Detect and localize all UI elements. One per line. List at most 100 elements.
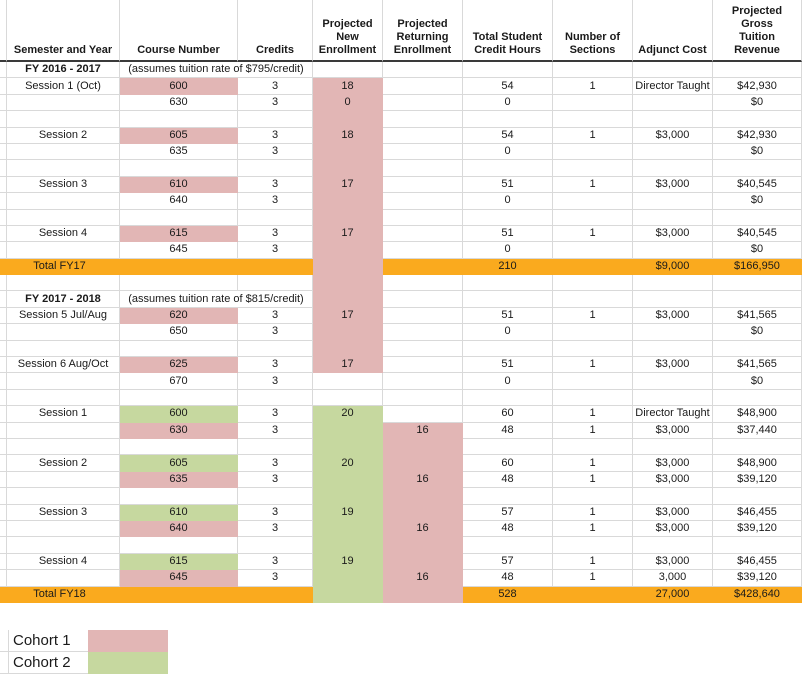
- cell-course-number[interactable]: 605: [120, 455, 238, 472]
- cell-new-enrollment[interactable]: [313, 291, 383, 308]
- cell-credits[interactable]: [238, 160, 313, 177]
- cell-sections[interactable]: [553, 488, 633, 505]
- cell-adjunct-cost[interactable]: $9,000: [633, 258, 713, 276]
- cell-credits[interactable]: 3: [238, 553, 313, 571]
- cell-course-number[interactable]: 610: [120, 176, 238, 194]
- cell-fy-label[interactable]: FY 2017 - 2018: [7, 291, 120, 308]
- cell-sections[interactable]: 1: [553, 357, 633, 374]
- cell-credits[interactable]: 3: [238, 94, 313, 112]
- cell-sections[interactable]: [553, 193, 633, 210]
- cell-course-number[interactable]: 600: [120, 406, 238, 423]
- cell-gutter[interactable]: [0, 62, 7, 79]
- cell-session-label[interactable]: [7, 373, 120, 390]
- cell-gutter[interactable]: [0, 537, 7, 554]
- cell-credit-hours[interactable]: [463, 160, 553, 177]
- cell-new-enrollment[interactable]: [313, 143, 383, 161]
- cell-session-label[interactable]: [7, 570, 120, 587]
- cell-session-label[interactable]: [7, 422, 120, 439]
- cell-adjunct-cost[interactable]: $3,000: [633, 225, 713, 243]
- cell-adjunct-cost[interactable]: $3,000: [633, 455, 713, 472]
- cell-adjunct-cost[interactable]: [633, 160, 713, 177]
- cell-revenue[interactable]: $0: [713, 193, 802, 210]
- cell-credits[interactable]: 3: [238, 307, 313, 325]
- cell-new-enrollment[interactable]: [313, 520, 383, 538]
- cell-new-enrollment[interactable]: [313, 111, 383, 128]
- cell-gutter[interactable]: [0, 111, 7, 128]
- cell-gutter[interactable]: [0, 471, 7, 489]
- cell-session-label[interactable]: Session 3: [7, 504, 120, 521]
- cell-revenue[interactable]: $42,930: [713, 127, 802, 144]
- cell-course-number[interactable]: [120, 209, 238, 226]
- cell-credit-hours[interactable]: 51: [463, 176, 553, 194]
- cell-adjunct-cost[interactable]: $3,000: [633, 504, 713, 521]
- cell-revenue[interactable]: [713, 488, 802, 505]
- cell-gutter[interactable]: [0, 143, 7, 161]
- cell-revenue[interactable]: [713, 340, 802, 358]
- cell-revenue[interactable]: $39,120: [713, 520, 802, 538]
- cell-adjunct-cost[interactable]: Director Taught: [633, 406, 713, 423]
- cell-credit-hours[interactable]: [463, 488, 553, 505]
- cell-session-label[interactable]: [7, 242, 120, 259]
- cell-revenue[interactable]: $0: [713, 242, 802, 259]
- cell-revenue[interactable]: $41,565: [713, 307, 802, 325]
- cell-sections[interactable]: [553, 209, 633, 226]
- col-header-adjunct-cost[interactable]: Adjunct Cost: [633, 0, 713, 62]
- cell-gutter[interactable]: [0, 275, 7, 292]
- cell-session-label[interactable]: [7, 209, 120, 226]
- cell-adjunct-cost[interactable]: [633, 62, 713, 79]
- cell-new-enrollment[interactable]: 19: [313, 553, 383, 571]
- cell-session-label[interactable]: [7, 275, 120, 292]
- cell-course-number[interactable]: 635: [120, 471, 238, 489]
- cell-revenue[interactable]: $166,950: [713, 258, 802, 276]
- cell-revenue[interactable]: $40,545: [713, 225, 802, 243]
- cell-gutter[interactable]: [0, 357, 7, 374]
- cell-session-label[interactable]: [7, 389, 120, 407]
- cell-gutter[interactable]: [0, 160, 7, 177]
- cell-new-enrollment[interactable]: 18: [313, 127, 383, 144]
- cell-credits[interactable]: [238, 488, 313, 505]
- cell-session-label[interactable]: Session 3: [7, 176, 120, 194]
- cell-gutter[interactable]: [0, 242, 7, 259]
- cell-adjunct-cost[interactable]: $3,000: [633, 553, 713, 571]
- cell-tuition-note[interactable]: (assumes tuition rate of $795/credit): [120, 62, 313, 79]
- cell-new-enrollment[interactable]: [313, 209, 383, 226]
- col-header-projected-gross-tuition-revenue[interactable]: Projected Gross Tuition Revenue: [713, 0, 802, 62]
- cell-course-number[interactable]: [120, 275, 238, 292]
- cell-adjunct-cost[interactable]: $3,000: [633, 127, 713, 144]
- cell-adjunct-cost[interactable]: Director Taught: [633, 78, 713, 95]
- cell-revenue[interactable]: $0: [713, 94, 802, 112]
- cell-adjunct-cost[interactable]: [633, 324, 713, 341]
- cell-session-label[interactable]: [7, 193, 120, 210]
- cell-adjunct-cost[interactable]: $3,000: [633, 422, 713, 439]
- col-header-course-number[interactable]: Course Number: [120, 0, 238, 62]
- cell-returning-enrollment[interactable]: 16: [383, 520, 463, 538]
- cell-returning-enrollment[interactable]: [383, 553, 463, 571]
- cell-new-enrollment[interactable]: [313, 570, 383, 587]
- cell-course-number[interactable]: 650: [120, 324, 238, 341]
- cell-gutter[interactable]: [0, 373, 7, 390]
- cell-gutter[interactable]: [0, 324, 7, 341]
- cell-gutter[interactable]: [0, 422, 7, 439]
- cell-session-label[interactable]: Session 4: [7, 225, 120, 243]
- cell-credit-hours[interactable]: [463, 111, 553, 128]
- cell-credit-hours[interactable]: 0: [463, 193, 553, 210]
- col-header-projected-new-enrollment[interactable]: Projected New Enrollment: [313, 0, 383, 62]
- cell-sections[interactable]: [553, 340, 633, 358]
- cell-sections[interactable]: [553, 160, 633, 177]
- cell-total-label[interactable]: Total FY18: [0, 586, 120, 603]
- cell-returning-enrollment[interactable]: [383, 373, 463, 390]
- cell-returning-enrollment[interactable]: [383, 455, 463, 472]
- cell-session-label[interactable]: [7, 537, 120, 554]
- cell-returning-enrollment[interactable]: [383, 94, 463, 112]
- cell-credit-hours[interactable]: [463, 438, 553, 456]
- legend-swatch-cohort-2[interactable]: [88, 652, 168, 674]
- cell-returning-enrollment[interactable]: [383, 78, 463, 95]
- cell-credit-hours[interactable]: 54: [463, 127, 553, 144]
- cell-new-enrollment[interactable]: [313, 373, 383, 390]
- cell-new-enrollment[interactable]: 17: [313, 225, 383, 243]
- cell-new-enrollment[interactable]: 19: [313, 504, 383, 521]
- cell-session-label[interactable]: Session 4: [7, 553, 120, 571]
- cell-gutter[interactable]: [0, 193, 7, 210]
- cell-sections[interactable]: 1: [553, 553, 633, 571]
- cell-credits[interactable]: [238, 537, 313, 554]
